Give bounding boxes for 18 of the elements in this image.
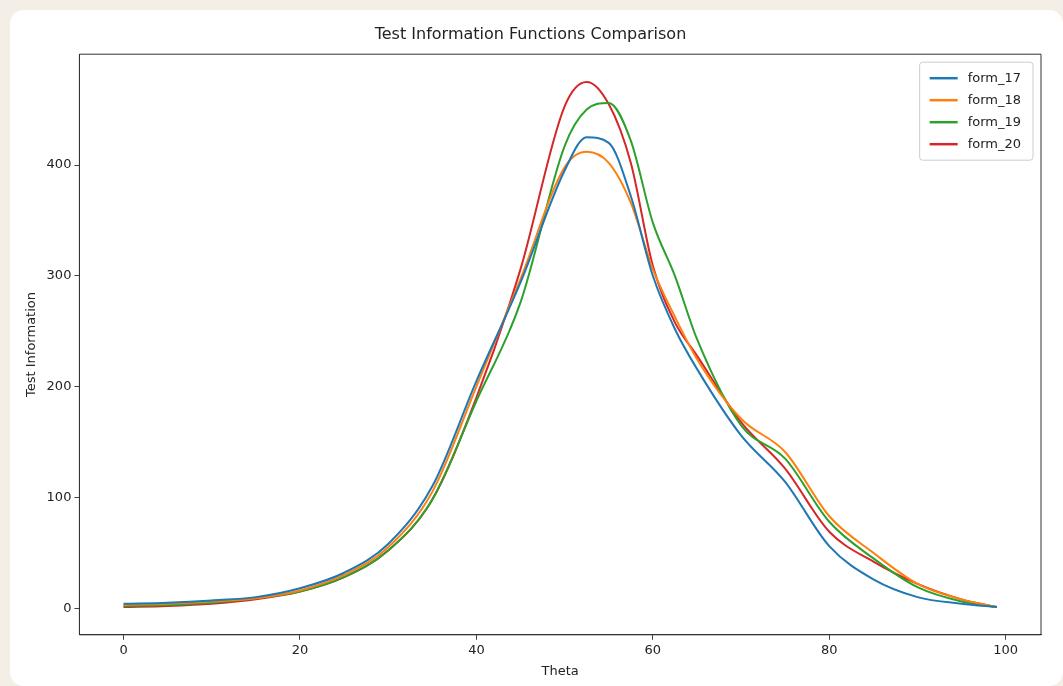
x-tick-label: 20: [291, 641, 309, 657]
legend-label: form_20: [967, 135, 1022, 151]
x-tick-label: 100: [993, 641, 1019, 657]
legend-label: form_19: [967, 113, 1022, 129]
x-axis-title: Theta: [540, 662, 579, 678]
x-tick-label: 0: [119, 641, 128, 657]
x-tick-label: 80: [821, 641, 838, 657]
chart-title: Test Information Functions Comparison: [373, 23, 687, 43]
legend-label: form_18: [967, 91, 1022, 107]
y-axis-title: Test Information: [23, 292, 39, 398]
y-tick-label: 100: [46, 488, 72, 504]
y-tick-label: 200: [46, 377, 72, 393]
y-tick-label: 0: [63, 599, 72, 615]
x-tick-label: 60: [644, 641, 662, 657]
y-tick-label: 300: [46, 267, 72, 283]
x-tick-label: 40: [468, 641, 485, 657]
legend-label: form_17: [967, 69, 1022, 85]
y-tick-label: 400: [46, 156, 72, 172]
